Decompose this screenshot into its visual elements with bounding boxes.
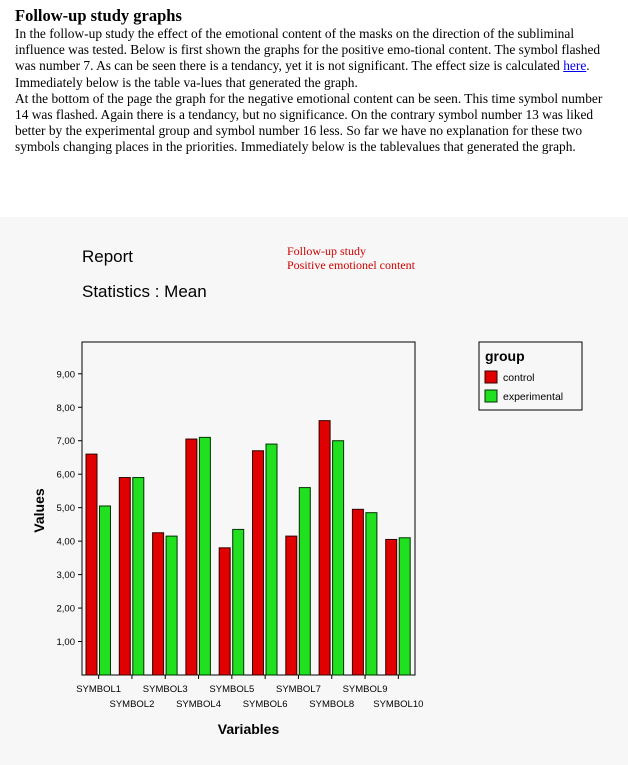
y-tick-label: 5,00 [57, 503, 76, 514]
y-tick-label: 1,00 [57, 637, 76, 648]
y-tick-label: 8,00 [57, 403, 76, 414]
note-line-1: Follow-up study [287, 244, 367, 258]
bar-experimental [332, 440, 345, 676]
x-tick-label: SYMBOL5 [209, 684, 254, 695]
legend-swatch-control [484, 370, 498, 384]
bar-experimental [132, 477, 145, 676]
bar-control [351, 508, 364, 676]
report-title: Report [82, 247, 134, 266]
effect-size-link[interactable]: here [563, 58, 587, 74]
y-tick-label: 6,00 [57, 470, 76, 481]
bar-control [118, 477, 131, 676]
x-tick-label: SYMBOL1 [76, 684, 121, 695]
x-tick-label: SYMBOL3 [143, 684, 188, 695]
legend-label-experimental: experimental [503, 391, 563, 403]
bar-experimental [232, 528, 245, 676]
x-tick-label: SYMBOL4 [176, 699, 221, 710]
x-tick-label: SYMBOL2 [110, 699, 155, 710]
y-tick-label: 3,00 [57, 570, 76, 581]
legend-swatch-experimental [484, 389, 498, 403]
plot-frame [81, 341, 416, 676]
bar-control [318, 420, 331, 676]
negative-content-paragraph: At the bottom of the page the graph for … [15, 90, 603, 155]
bar-control [85, 453, 98, 676]
bar-control [185, 438, 198, 676]
bar-control [285, 535, 298, 676]
bar-chart: 1,00 2,00 3,00 4,00 5,00 6,00 7,00 8,00 9,00 SYMB… [31, 341, 583, 737]
chart-note: Follow-up study Positive emotionel conte… [287, 244, 415, 272]
legend-title: group [485, 348, 525, 364]
page-heading: Follow-up study graphs [15, 6, 182, 25]
bar-experimental [365, 512, 378, 676]
bar-experimental [298, 487, 311, 676]
x-axis-label: Variables [218, 721, 280, 737]
intro-text-end: . Immediately below is the table va-lues… [15, 58, 590, 90]
legend-label-control: control [503, 372, 535, 384]
intro-paragraph: In the follow-up study the effect of the… [15, 26, 615, 91]
note-line-2: Positive emotionel content [287, 258, 415, 272]
bar-control [385, 538, 398, 676]
bar-experimental [398, 537, 411, 676]
x-tick-label: SYMBOL8 [309, 699, 354, 710]
article: Follow-up study graphs In the follow-up … [15, 6, 615, 156]
chart-figure: Report Statistics : Mean Follow-up study… [0, 217, 628, 765]
x-tick-label: SYMBOL10 [373, 699, 423, 710]
x-tick-label: SYMBOL9 [343, 684, 388, 695]
x-tick-label: SYMBOL7 [276, 684, 321, 695]
y-tick-label: 2,00 [57, 604, 76, 615]
bar-control [218, 547, 231, 676]
y-tick-label: 4,00 [57, 537, 76, 548]
bar-control [152, 532, 165, 676]
y-tick-label: 7,00 [57, 436, 76, 447]
intro-text: In the follow-up study the effect of the… [15, 26, 601, 74]
x-tick-label: SYMBOL6 [243, 699, 288, 710]
y-tick-label: 9,00 [57, 369, 76, 380]
bar-experimental [265, 443, 278, 676]
report-subtitle: Statistics : Mean [82, 282, 207, 301]
bar-control [252, 450, 264, 676]
bar-experimental [165, 535, 178, 676]
y-axis-label: Values [31, 488, 47, 533]
bar-experimental [198, 436, 211, 676]
bar-experimental [99, 505, 111, 676]
